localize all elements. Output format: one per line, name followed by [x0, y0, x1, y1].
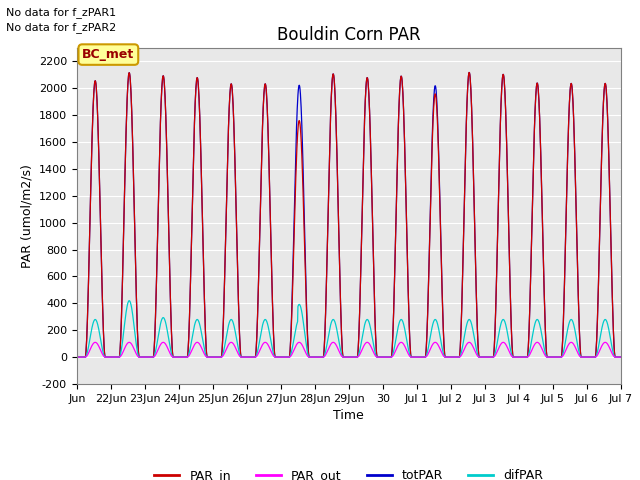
PAR_in: [335, 210, 342, 216]
PAR_out: [73, 354, 81, 360]
X-axis label: Time: Time: [333, 409, 364, 422]
difPAR: [73, 354, 81, 360]
Text: No data for f_zPAR1: No data for f_zPAR1: [6, 7, 116, 18]
totPAR: [477, 354, 485, 360]
PAR_out: [557, 354, 564, 360]
totPAR: [335, 210, 342, 216]
difPAR: [335, 337, 342, 343]
difPAR: [610, 353, 618, 359]
Text: No data for f_zPAR2: No data for f_zPAR2: [6, 22, 116, 33]
PAR_in: [610, 343, 618, 349]
PAR_out: [158, 340, 166, 346]
difPAR: [477, 354, 485, 360]
difPAR: [125, 298, 133, 303]
totPAR: [610, 343, 618, 349]
PAR_in: [465, 70, 473, 75]
difPAR: [617, 354, 625, 360]
PAR_in: [158, 84, 166, 90]
difPAR: [557, 354, 564, 360]
PAR_out: [617, 354, 625, 360]
Line: PAR_in: PAR_in: [77, 72, 621, 357]
PAR_out: [324, 347, 332, 352]
Line: totPAR: totPAR: [77, 72, 621, 357]
Title: Bouldin Corn PAR: Bouldin Corn PAR: [277, 25, 420, 44]
totPAR: [465, 70, 473, 75]
PAR_in: [557, 354, 564, 360]
PAR_in: [324, 211, 332, 216]
PAR_out: [335, 347, 342, 352]
totPAR: [158, 84, 166, 90]
totPAR: [324, 211, 332, 216]
PAR_in: [477, 354, 485, 360]
PAR_in: [73, 354, 81, 360]
Legend: PAR_in, PAR_out, totPAR, difPAR: PAR_in, PAR_out, totPAR, difPAR: [150, 464, 548, 480]
totPAR: [617, 354, 625, 360]
Line: difPAR: difPAR: [77, 300, 621, 357]
PAR_in: [617, 354, 625, 360]
difPAR: [324, 333, 332, 339]
PAR_out: [477, 354, 484, 360]
PAR_out: [602, 339, 609, 345]
totPAR: [557, 354, 564, 360]
totPAR: [73, 354, 81, 360]
Text: BC_met: BC_met: [82, 48, 134, 61]
PAR_out: [610, 354, 618, 360]
Line: PAR_out: PAR_out: [77, 342, 621, 357]
difPAR: [158, 316, 166, 322]
Y-axis label: PAR (umol/m2/s): PAR (umol/m2/s): [20, 164, 33, 268]
